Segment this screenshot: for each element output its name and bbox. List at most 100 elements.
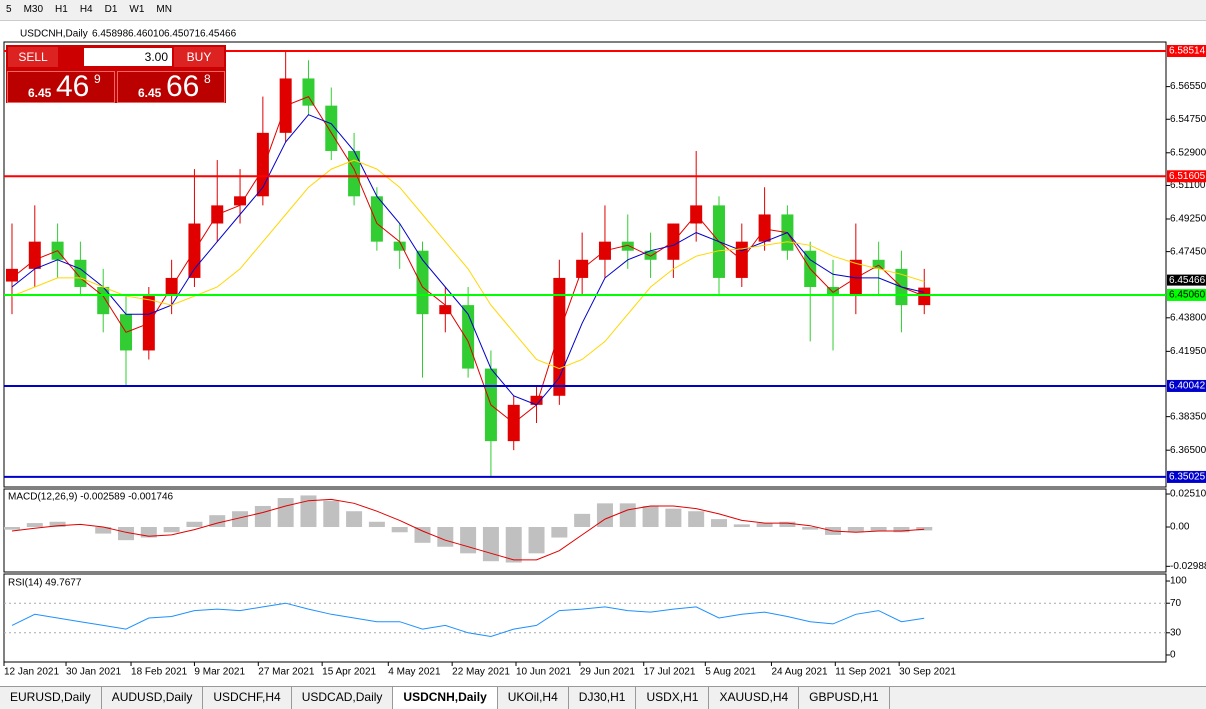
chart-tab[interactable]: XAUUSD,H4 [709,687,800,709]
chart-tab[interactable]: EURUSD,Daily [0,687,102,709]
price-tag [1167,274,1206,286]
y-tick-label: 0 [1170,650,1176,661]
y-tick-label: 6.47450 [1170,246,1206,257]
macd-bar [49,521,66,528]
y-tick-label: 30 [1170,627,1182,638]
x-tick-label: 17 Jul 2021 [644,667,696,678]
candle-body [553,277,566,396]
x-tick-label: 18 Feb 2021 [131,667,188,678]
buy-button[interactable]: BUY [174,47,224,67]
rsi-label: RSI(14) 49.7677 [8,578,82,589]
x-tick-label: 27 Mar 2021 [258,667,315,678]
macd-bar [505,527,522,563]
candle-body [530,395,543,405]
candle-body [325,105,338,151]
macd-signal [11,498,925,561]
main-frame [3,41,1167,488]
candle-body [644,250,657,260]
price-small: 9 [94,72,101,86]
timeframe-button[interactable]: M30 [23,4,44,15]
candle-body [872,259,885,269]
symbol: USDCNH,Daily [20,29,88,40]
timeframe-button[interactable]: D1 [104,4,118,15]
macd-bar [802,527,819,530]
price-big: 46 [56,70,90,103]
x-tick-label: 22 May 2021 [452,667,510,678]
y-tick-label: -0.02988 [1170,561,1206,572]
macd-bar [414,527,431,543]
chart-tab[interactable]: UKOil,H4 [498,687,569,709]
candle-body [28,241,41,269]
x-tick-label: 5 Aug 2021 [705,667,756,678]
y-tick-label: 0.025108 [1170,489,1206,500]
macd-bar [26,523,43,528]
x-tick-label: 24 Aug 2021 [771,667,828,678]
macd-bar [209,515,226,528]
trade-panel: SELL BUY 3.00 6.45 46 9 6.45 66 8 [6,45,226,103]
timeframe-button[interactable]: W1 [129,4,145,15]
timeframe-button[interactable]: MN [156,4,172,15]
candle-body [439,305,452,315]
chart-tab[interactable]: AUDUSD,Daily [102,687,204,709]
chart-tab[interactable]: GBPUSD,H1 [799,687,890,709]
level-tag [1167,379,1206,392]
macd-bar [163,527,180,533]
chart-tab[interactable]: USDCNH,Daily [393,687,498,709]
y-tick-label: 100 [1170,576,1187,587]
rsi-frame [3,573,1167,663]
macd-bar [460,527,477,554]
price-small: 8 [204,72,211,86]
ohlc-value: 6.45898 [92,29,129,40]
x-tick-label: 30 Sep 2021 [899,667,956,678]
y-tick-label: 6.56550 [1170,81,1206,92]
x-tick-label: 29 Jun 2021 [580,667,635,678]
macd-bar [95,527,112,534]
toolbar: 5 M30 H1 H4 D1 W1 MN [0,0,1206,21]
macd-bar [3,527,20,530]
macd-bar [140,527,157,538]
macd-bar [277,498,294,528]
level-tag [1167,470,1206,483]
lot-input[interactable]: 3.00 [84,48,172,66]
macd-bar [710,519,727,528]
y-tick-label: 6.41950 [1170,346,1206,357]
level-label: 6.35025 [1169,472,1206,483]
timeframe-button[interactable]: 5 [6,4,12,15]
candle-body [302,78,315,106]
price-prefix: 6.45 [138,86,162,100]
level-label: 6.51605 [1169,171,1206,182]
chart-tab[interactable]: USDX,H1 [636,687,710,709]
chart-tab[interactable]: DJ30,H1 [569,687,637,709]
macd-frame [3,488,1167,573]
candle-body [234,196,247,206]
macd-bar [893,527,910,533]
macd-bar [346,511,363,528]
macd-bar [642,505,659,528]
candle-body [416,250,429,315]
current-price: 6.45466 [1169,275,1206,286]
rsi-line [11,602,925,638]
level-tag [1167,288,1206,301]
timeframe-button[interactable]: H4 [79,4,93,15]
y-tick-label: 6.49250 [1170,214,1206,225]
chart-tab[interactable]: USDCHF,H4 [203,687,292,709]
level-label: 6.45060 [1169,290,1206,301]
chart-tab[interactable]: USDCAD,Daily [292,687,394,709]
macd-bar [733,524,750,528]
ohlc-value: 6.45071 [164,29,201,40]
price-big: 66 [166,70,200,103]
candle-body [348,150,361,197]
price-prefix: 6.45 [28,86,52,100]
timeframe-button[interactable]: H1 [55,4,68,15]
sell-price: 6.45 46 9 [7,70,115,103]
level-label: 6.58514 [1169,46,1206,57]
macd-label: MACD(12,26,9) -0.002589 -0.001746 [8,492,174,503]
tab-bar: EURUSD,Daily AUDUSD,Daily USDCHF,H4 USDCAD,… [0,686,1206,709]
sell-button[interactable]: SELL [8,47,58,67]
macd-bar [870,527,887,531]
macd-bar [118,527,135,541]
y-tick-label: 6.38350 [1170,411,1206,422]
macd-bar [665,508,682,528]
macd-bar [368,521,385,528]
